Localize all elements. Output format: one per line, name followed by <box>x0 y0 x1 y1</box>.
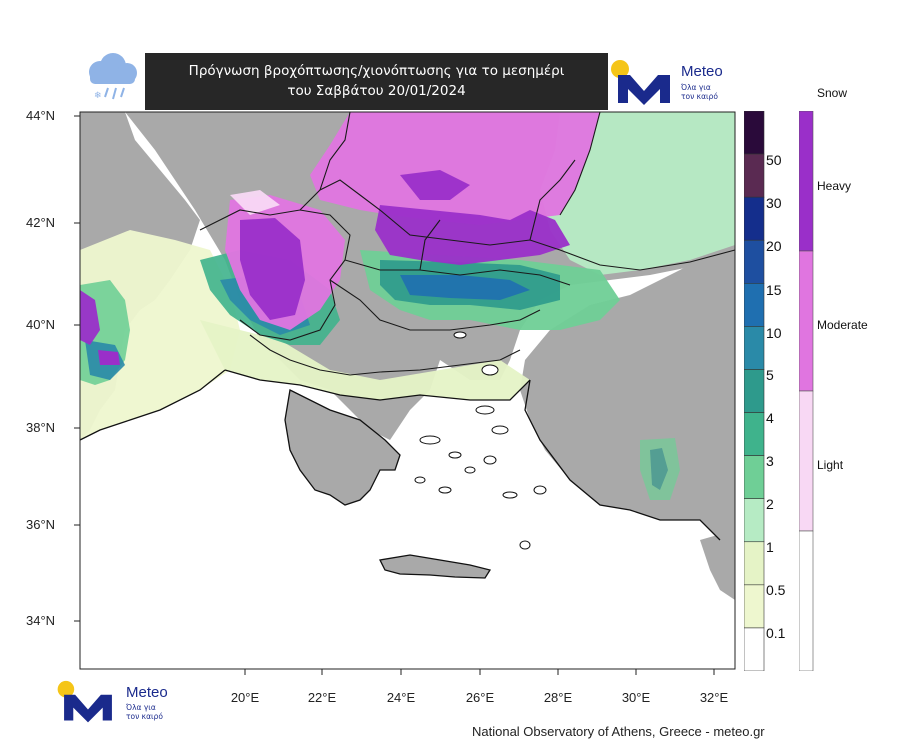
snow-light-west <box>230 190 280 215</box>
precip-label-15: 15 <box>766 282 782 298</box>
precip-label-3: 3 <box>766 453 774 469</box>
precip-blue-mid <box>400 275 530 300</box>
logo-tagline-bottom-line1: Όλα για <box>126 703 156 712</box>
precip-colorbar-segment <box>744 498 765 543</box>
snow-moderate-north <box>310 112 600 225</box>
logo-brand-bottom: Meteo <box>126 684 168 701</box>
snow-colorbar-segment <box>799 390 814 532</box>
precip-label-0-5: 0.5 <box>766 582 786 598</box>
lon-ticks <box>244 669 715 675</box>
precip-colorbar-segment <box>744 627 765 671</box>
precip-colorbar-segment <box>744 153 765 198</box>
precip-label-2: 2 <box>766 496 774 512</box>
cloud-rain-snow-icon: ❄ <box>82 53 144 109</box>
greek-islands <box>414 331 547 550</box>
precip-colorbar-segment <box>744 584 765 629</box>
map-title: Πρόγνωση βροχόπτωσης/χιονόπτωσης για το … <box>145 53 608 110</box>
meteo-m-icon-bottom <box>57 680 112 723</box>
lat-label-36: 36°N <box>26 517 56 532</box>
precip-colorbar-segment <box>744 455 765 499</box>
map-frame <box>79 111 736 670</box>
lon-label-22: 22°E <box>307 690 337 705</box>
snow-heavy-north2 <box>400 170 470 200</box>
logo-tagline-line1: Όλα για <box>681 83 711 92</box>
precip-colorbar-segment <box>744 369 765 413</box>
precip-colorbar-segment <box>744 239 765 284</box>
snow-colorbar <box>799 111 814 671</box>
precip-colorbar-segment <box>744 412 765 456</box>
snow-colorbar-segment <box>799 530 814 671</box>
lon-label-30: 30°E <box>621 690 651 705</box>
meteo-logo-top: Meteo Όλα για τον καιρό <box>608 53 735 110</box>
lon-label-26: 26°E <box>465 690 495 705</box>
lat-label-34: 34°N <box>26 613 56 628</box>
precip-colorbar-segment <box>744 283 765 327</box>
precip-label-50: 50 <box>766 152 782 168</box>
precip-label-4: 4 <box>766 410 774 426</box>
precip-colorbar-segment <box>744 111 765 155</box>
country-borders <box>199 111 736 376</box>
meteo-m-icon <box>611 60 670 105</box>
lon-label-28: 28°E <box>543 690 573 705</box>
precip-label-5: 5 <box>766 367 774 383</box>
precip-colorbar-segment <box>744 541 765 586</box>
precip-colorbar <box>744 111 765 671</box>
lat-label-38: 38°N <box>26 420 56 435</box>
logo-tagline-bottom: Όλα για τον καιρό <box>126 703 163 721</box>
snow-scale-title: Snow <box>817 86 848 100</box>
lon-label-32: 32°E <box>699 690 729 705</box>
lon-label-20: 20°E <box>230 690 260 705</box>
precip-green-turkey <box>640 438 680 500</box>
snow-label-heavy: Heavy <box>817 179 852 193</box>
lat-label-44: 44°N <box>26 108 56 123</box>
lat-ticks <box>74 115 80 622</box>
precip-label-30: 30 <box>766 195 782 211</box>
lat-label-42: 42°N <box>26 215 56 230</box>
logo-tagline-bottom-line2: τον καιρό <box>126 712 163 721</box>
footer-credit: National Observatory of Athens, Greece -… <box>472 724 765 739</box>
land-greece <box>285 390 400 505</box>
snow-label-moderate: Moderate <box>817 318 868 332</box>
meteo-logo-bottom: Meteo Όλα για τον καιρό <box>52 674 192 724</box>
snow-colorbar-segment <box>799 250 814 392</box>
snow-heavy-west <box>240 218 305 320</box>
precip-label-1: 1 <box>766 539 774 555</box>
lat-label-40: 40°N <box>26 317 56 332</box>
land-crete <box>380 555 490 578</box>
precip-colorbar-segment <box>744 326 765 370</box>
logo-brand-top: Meteo <box>681 63 723 80</box>
title-line-2: του Σαββάτου 20/01/2024 <box>287 83 466 99</box>
logo-tagline-line2: τον καιρό <box>681 92 718 101</box>
precip-yellow-sea <box>200 320 530 400</box>
precip-label-0-1: 0.1 <box>766 625 786 641</box>
svg-text:❄: ❄ <box>94 91 102 101</box>
precip-light-green-west <box>80 230 240 440</box>
logo-tagline-top: Όλα για τον καιρό <box>681 83 718 101</box>
snow-heavy-italy <box>80 290 100 345</box>
precip-label-10: 10 <box>766 325 782 341</box>
lon-label-24: 24°E <box>386 690 416 705</box>
precip-label-20: 20 <box>766 238 782 254</box>
land-se <box>700 530 735 600</box>
snow-heavy-italy2 <box>98 350 120 365</box>
coastlines <box>79 369 721 579</box>
snow-label-light: Light <box>817 458 844 472</box>
title-line-1: Πρόγνωση βροχόπτωσης/χιονόπτωσης για το … <box>188 63 565 79</box>
precip-colorbar-segment <box>744 196 765 241</box>
snow-colorbar-segment <box>799 111 814 252</box>
